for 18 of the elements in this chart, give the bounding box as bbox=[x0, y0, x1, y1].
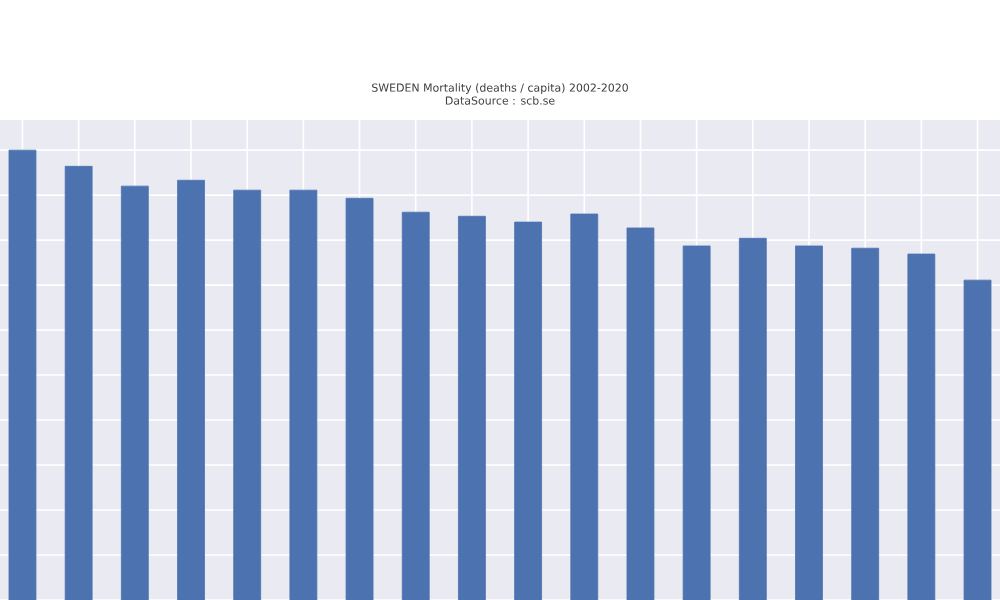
bar bbox=[514, 221, 542, 600]
bar bbox=[289, 189, 318, 600]
bar bbox=[851, 247, 880, 600]
bar bbox=[401, 211, 430, 600]
bar bbox=[120, 185, 149, 600]
bar bbox=[64, 165, 93, 600]
bar bbox=[177, 179, 205, 600]
bar bbox=[963, 279, 992, 600]
bar bbox=[738, 237, 767, 600]
bar bbox=[570, 213, 599, 600]
bar bbox=[345, 197, 374, 600]
bar bbox=[8, 149, 37, 600]
bar bbox=[458, 215, 486, 600]
bar bbox=[233, 189, 262, 600]
bar bbox=[626, 227, 655, 600]
bar bbox=[907, 253, 936, 600]
bar bbox=[682, 245, 711, 600]
bar bbox=[795, 245, 823, 600]
